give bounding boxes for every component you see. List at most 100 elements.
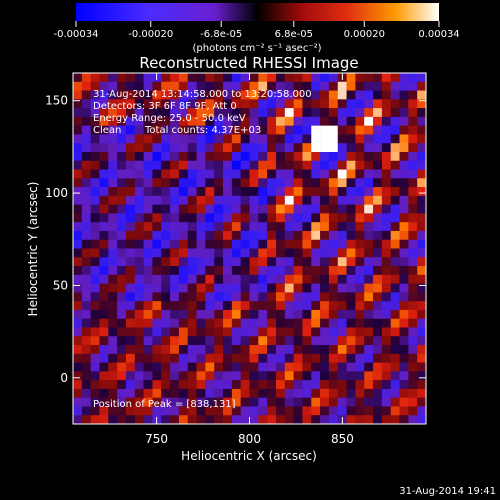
heatmap-cell <box>381 160 392 170</box>
heatmap-cell <box>267 187 277 197</box>
heatmap-cell <box>408 160 418 170</box>
heatmap-cell <box>125 283 136 293</box>
heatmap-cell <box>117 397 127 407</box>
heatmap-cell <box>99 187 109 197</box>
heatmap-cell <box>205 248 215 258</box>
heatmap-cell <box>178 178 189 188</box>
heatmap-cell <box>90 397 100 407</box>
heatmap-cell <box>390 116 400 126</box>
heatmap-cell <box>249 318 259 328</box>
heatmap-cell <box>240 160 250 170</box>
heatmap-cell <box>170 353 180 363</box>
heatmap-cell <box>187 257 197 267</box>
heatmap-cell <box>364 222 374 232</box>
heatmap-cell <box>240 143 250 153</box>
heatmap-cell <box>267 353 277 363</box>
heatmap-cell <box>417 406 426 416</box>
heatmap-cell <box>90 73 100 83</box>
heatmap-cell <box>417 222 426 232</box>
heatmap-cell <box>328 274 339 284</box>
heatmap-cell <box>328 283 339 293</box>
heatmap-cell <box>408 406 418 416</box>
heatmap-cell <box>373 345 383 355</box>
heatmap-cell <box>178 151 189 162</box>
heatmap-cell <box>143 327 153 337</box>
heatmap-cell <box>267 345 277 355</box>
heatmap-cell <box>320 222 330 232</box>
heatmap-cell <box>346 353 356 363</box>
heatmap-cell <box>143 187 153 197</box>
heatmap-cell <box>143 362 153 372</box>
heatmap-cell <box>196 222 206 232</box>
heatmap-cell <box>249 134 259 144</box>
heatmap-cell <box>381 73 392 83</box>
heatmap-cell <box>417 336 426 346</box>
heatmap-cell <box>152 274 162 284</box>
heatmap-cell <box>364 371 374 381</box>
heatmap-cell <box>81 309 91 320</box>
heatmap-cell <box>240 406 250 416</box>
heatmap-cell <box>328 151 339 162</box>
heatmap-cell <box>293 257 303 267</box>
heatmap-cell <box>73 345 83 355</box>
heatmap-cell <box>214 116 224 126</box>
heatmap-cell <box>346 116 356 126</box>
heatmap-cell <box>373 353 383 363</box>
footer-timestamp: 31-Aug-2014 19:41 <box>399 486 496 497</box>
heatmap-cell <box>117 301 127 311</box>
heatmap-cell <box>170 274 180 284</box>
heatmap-cell <box>364 327 374 337</box>
heatmap-cell <box>311 371 321 381</box>
heatmap-cell <box>390 336 400 346</box>
heatmap-cell <box>337 318 347 328</box>
heatmap-cell <box>187 397 197 407</box>
heatmap-cell <box>161 362 171 372</box>
heatmap-cell <box>125 116 136 126</box>
heatmap-cell <box>231 388 241 398</box>
heatmap-cell <box>311 222 321 232</box>
heatmap-cell <box>134 345 144 355</box>
heatmap-cell <box>108 380 118 390</box>
heatmap-cell <box>249 230 259 241</box>
heatmap-cell <box>81 380 91 390</box>
heatmap-cell <box>81 230 91 241</box>
heatmap-cell <box>275 406 286 416</box>
heatmap-cell <box>337 336 347 346</box>
heatmap-cell <box>81 134 91 144</box>
heatmap-cell <box>258 283 268 293</box>
heatmap-cell <box>293 397 303 407</box>
heatmap-cell <box>355 213 365 223</box>
heatmap-cell <box>178 362 189 372</box>
heatmap-cell <box>408 371 418 381</box>
heatmap-cell <box>240 178 250 188</box>
heatmap-cell <box>196 327 206 337</box>
heatmap-cell <box>214 151 224 162</box>
heatmap-cell <box>364 169 374 179</box>
heatmap-cell <box>293 143 303 153</box>
heatmap-cell <box>408 380 418 390</box>
heatmap-cell <box>231 169 241 179</box>
heatmap-cell <box>81 213 91 223</box>
heatmap-cell <box>134 204 144 214</box>
heatmap-cell <box>267 388 277 398</box>
heatmap-cell <box>417 125 426 135</box>
heatmap-cell <box>320 134 330 144</box>
heatmap-cell <box>161 151 171 162</box>
heatmap-cell <box>143 73 153 83</box>
heatmap-cell <box>187 292 197 302</box>
heatmap-cell <box>161 266 171 276</box>
heatmap-cell <box>143 248 153 258</box>
heatmap-cell <box>81 90 91 100</box>
heatmap-cell <box>143 353 153 363</box>
heatmap-cell <box>390 178 400 188</box>
heatmap-cell <box>90 388 100 398</box>
heatmap-cell <box>408 397 418 407</box>
heatmap-cell <box>205 195 215 205</box>
heatmap-cell <box>223 336 233 346</box>
heatmap-cell <box>417 213 426 223</box>
heatmap-cell <box>231 292 241 302</box>
heatmap-cell <box>125 362 136 372</box>
heatmap-cell <box>311 266 321 276</box>
heatmap-cell <box>90 301 100 311</box>
heatmap-cell <box>355 116 365 126</box>
